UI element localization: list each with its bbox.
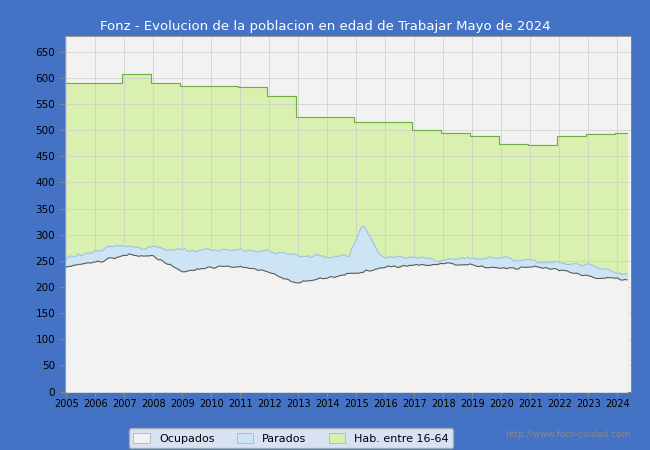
Legend: Ocupados, Parados, Hab. entre 16-64: Ocupados, Parados, Hab. entre 16-64 xyxy=(129,428,454,448)
Text: http://www.foro-ciudad.com: http://www.foro-ciudad.com xyxy=(505,430,630,439)
Text: Fonz - Evolucion de la poblacion en edad de Trabajar Mayo de 2024: Fonz - Evolucion de la poblacion en edad… xyxy=(99,20,551,33)
